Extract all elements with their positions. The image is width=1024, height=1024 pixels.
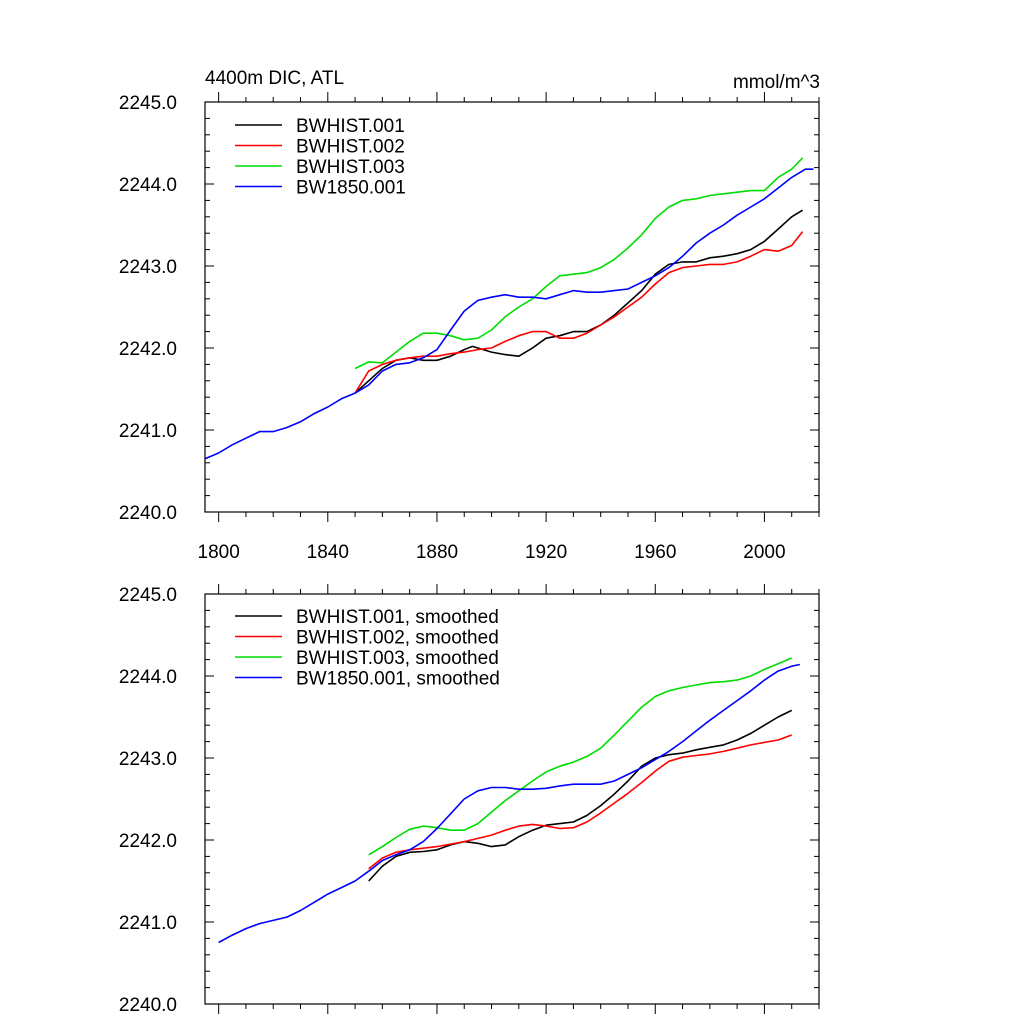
legend-label-1: BWHIST.002 (296, 137, 405, 158)
series-line-0 (354, 209, 804, 394)
series-line-3 (218, 663, 801, 944)
x-tick-label: 1880 (416, 542, 458, 563)
series-line-1 (354, 231, 804, 394)
series-line-1 (368, 734, 792, 870)
top-panel: 4400m DIC, ATL mmol/m^3 2240.0 2241.0 2242… (119, 68, 820, 563)
legend-label-2: BWHIST.003, smoothed (296, 648, 499, 669)
y-tick-label: 2240.0 (119, 503, 177, 524)
legend-label-3: BW1850.001, smoothed (296, 669, 500, 690)
top-panel-ticks: 2240.0 2241.0 2242.0 2243.0 2244.0 2245.0 1800… (119, 92, 820, 563)
series-line-2 (368, 657, 793, 856)
x-tick-label: 1800 (198, 542, 240, 563)
legend-label-2: BWHIST.003 (296, 157, 405, 178)
top-panel-units: mmol/m^3 (733, 72, 820, 93)
y-tick-label: 2241.0 (119, 421, 177, 442)
top-panel-series (204, 157, 814, 460)
y-tick-label: 2243.0 (119, 749, 177, 770)
y-tick-label: 2245.0 (119, 93, 177, 114)
y-tick-label: 2244.0 (119, 667, 177, 688)
series-line-2 (354, 157, 804, 370)
y-tick-label: 2243.0 (119, 257, 177, 278)
bottom-panel-frame (204, 593, 820, 1005)
y-tick-label: 2244.0 (119, 175, 177, 196)
x-tick-label: 1920 (525, 542, 567, 563)
y-tick-label: 2242.0 (119, 831, 177, 852)
y-tick-label: 2241.0 (119, 913, 177, 934)
legend-label-0: BWHIST.001 (296, 116, 405, 137)
y-tick-label: 2242.0 (119, 339, 177, 360)
top-panel-title: 4400m DIC, ATL (205, 68, 344, 89)
y-tick-label: 2245.0 (119, 585, 177, 606)
series-line-0 (368, 709, 793, 882)
bottom-panel-series (218, 657, 801, 944)
legend-label-0: BWHIST.001, smoothed (296, 607, 499, 628)
legend-label-1: BWHIST.002, smoothed (296, 628, 499, 649)
x-tick-label: 1840 (307, 542, 349, 563)
bottom-panel: 2240.0 2241.0 2242.0 2243.0 2244.0 2245.0 BWH… (119, 584, 820, 1016)
y-tick-label: 2240.0 (119, 995, 177, 1016)
top-panel-frame (204, 101, 820, 513)
x-tick-label: 1960 (634, 542, 676, 563)
x-tick-label: 2000 (743, 542, 785, 563)
legend-label-3: BW1850.001 (296, 178, 406, 199)
series-line-3 (204, 168, 814, 460)
